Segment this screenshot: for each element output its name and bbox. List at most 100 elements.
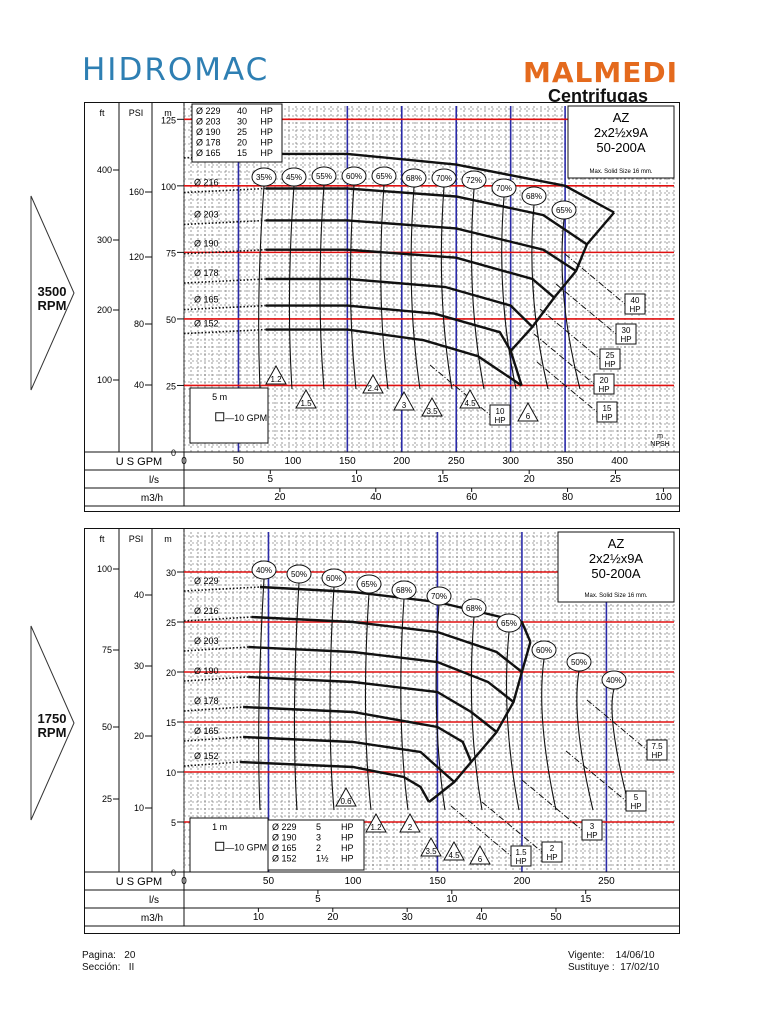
vigente-label: Vigente:: [568, 950, 605, 961]
table-power: 5: [316, 822, 321, 832]
scale-vertical-label: 1 m: [212, 822, 227, 832]
impeller-label: Ø 229: [194, 576, 219, 586]
npsh-triangle: [517, 401, 539, 422]
ls-tick-label: 25: [610, 474, 622, 485]
power-line: [481, 801, 543, 853]
efficiency-label: 68%: [396, 586, 412, 595]
ft-tick-label: 75: [102, 645, 112, 655]
m3h-tick-label: 20: [274, 492, 286, 503]
npsh-triangle: [420, 836, 442, 857]
table-power: 20: [237, 138, 247, 148]
power-unit: HP: [586, 831, 597, 840]
power-line: [533, 333, 595, 385]
ls-tick-label: 5: [268, 474, 274, 485]
efficiency-label: 35%: [256, 173, 272, 182]
power-value: 30: [622, 326, 631, 335]
impeller-curve-extension: [183, 706, 244, 712]
gpm-tick-label: 150: [429, 876, 446, 887]
model-line: AZ: [608, 536, 625, 551]
impeller-table: [191, 103, 283, 163]
efficiency-label: 68%: [406, 174, 422, 183]
table-power: 30: [237, 117, 247, 127]
power-unit: HP: [629, 305, 640, 314]
power-unit: HP: [651, 751, 662, 760]
efficiency-label: 70%: [436, 174, 452, 183]
efficiency-label: 40%: [256, 566, 272, 575]
m-tick-label: 125: [161, 115, 176, 125]
npsh-label: 1.2: [370, 823, 382, 832]
power-unit: HP: [515, 857, 526, 866]
table-unit: HP: [260, 138, 273, 148]
power-line: [555, 283, 617, 335]
table-unit: HP: [260, 127, 273, 137]
ft-tick-label: 50: [102, 722, 112, 732]
power-value: 20: [600, 376, 609, 385]
gpm-tick-label: 250: [448, 456, 465, 467]
footer-right: Vigente: 14/06/10 Sustituye : 17/02/10: [568, 950, 659, 974]
ls-axis-label: l/s: [149, 475, 159, 486]
efficiency-label: 72%: [466, 176, 482, 185]
efficiency-contour: [319, 184, 325, 390]
efficiency-contour: [541, 658, 557, 811]
efficiency-contour: [576, 670, 594, 811]
efficiency-label: 55%: [316, 172, 332, 181]
ft-axis-label: ft: [99, 108, 105, 118]
efficiency-label: 70%: [496, 184, 512, 193]
impeller-label: Ø 178: [194, 268, 219, 278]
efficiency-label: 60%: [346, 172, 362, 181]
model-box: [567, 105, 675, 179]
efficiency-contour: [440, 186, 453, 390]
m3h-tick-label: 40: [370, 492, 382, 503]
table-dia: Ø 229: [272, 822, 297, 832]
efficiency-label: 60%: [326, 574, 342, 583]
efficiency-contour: [410, 186, 421, 390]
efficiency-contour: [288, 185, 295, 390]
impeller-label: Ø 178: [194, 696, 219, 706]
efficiency-contour: [611, 688, 631, 811]
efficiency-label: 65%: [361, 580, 377, 589]
power-value: 10: [496, 407, 505, 416]
npsh-triangle: [365, 812, 387, 833]
table-power: 15: [237, 148, 247, 158]
rpm-arrow-3500: [30, 195, 75, 391]
gpm-tick-label: 400: [611, 456, 628, 467]
scale-glyph: [215, 412, 225, 422]
power-line: [521, 779, 583, 831]
impeller-label: Ø 216: [194, 606, 219, 616]
m-tick-label: 100: [161, 182, 176, 192]
ls-tick-label: 15: [437, 474, 449, 485]
seccion-label: Sección:: [82, 962, 121, 973]
ft-tick-label: 400: [97, 165, 112, 175]
efficiency-label: 65%: [556, 206, 572, 215]
m-tick-label: 25: [166, 618, 176, 628]
efficiency-contour: [561, 218, 581, 390]
npsh-triangle: [469, 844, 491, 865]
table-dia: Ø 229: [196, 106, 221, 116]
pagina-label: Pagina:: [82, 950, 116, 961]
npsh-label: 1.5: [300, 399, 312, 408]
efficiency-contour: [364, 592, 372, 811]
table-power: 40: [237, 106, 247, 116]
malmedi-logo: MALMEDI: [522, 56, 678, 89]
efficiency-contour: [501, 196, 517, 390]
efficiency-contour: [506, 631, 520, 811]
gpm-tick-label: 350: [557, 456, 574, 467]
table-power: 3: [316, 833, 321, 843]
table-unit: HP: [341, 854, 354, 864]
m-tick-label: 25: [166, 381, 176, 391]
m3h-tick-label: 60: [466, 492, 478, 503]
rpm-label-3500: 3500 RPM: [37, 284, 67, 313]
table-unit: HP: [260, 148, 273, 158]
m-tick-label: 20: [166, 668, 176, 678]
power-value: 25: [606, 351, 615, 360]
m3h-tick-label: 10: [253, 912, 265, 923]
impeller-curve: [248, 645, 515, 703]
ls-tick-label: 10: [351, 474, 363, 485]
impeller-curve: [239, 760, 431, 803]
impeller-curve-extension: [183, 736, 244, 742]
m3h-tick-label: 100: [655, 492, 672, 503]
scale-legend-box: [189, 817, 269, 873]
gpm-tick-label: 300: [502, 456, 519, 467]
npsh-label: 3: [402, 401, 407, 410]
